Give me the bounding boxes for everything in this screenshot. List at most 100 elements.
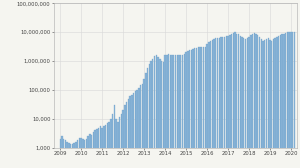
Bar (268, 38, 269, 168)
Bar (175, 55, 176, 168)
Bar (68, 143, 70, 168)
Bar (152, 59, 154, 168)
Bar (259, 37, 260, 168)
Bar (129, 96, 131, 168)
Bar (212, 40, 213, 168)
Bar (226, 36, 227, 168)
Bar (116, 119, 117, 168)
Bar (84, 140, 85, 168)
Bar (292, 32, 293, 168)
Bar (201, 47, 202, 168)
Bar (220, 37, 222, 168)
Bar (63, 139, 64, 168)
Bar (264, 40, 266, 168)
Bar (180, 55, 182, 168)
Bar (229, 35, 230, 168)
Bar (91, 135, 92, 168)
Bar (94, 130, 96, 168)
Bar (128, 99, 129, 168)
Bar (294, 32, 295, 168)
Bar (142, 84, 143, 168)
Bar (80, 138, 82, 168)
Bar (245, 39, 246, 168)
Bar (161, 61, 162, 168)
Bar (145, 73, 147, 168)
Bar (101, 128, 103, 168)
Bar (266, 39, 267, 168)
Bar (187, 51, 188, 168)
Bar (126, 101, 127, 168)
Bar (281, 34, 283, 168)
Bar (59, 139, 61, 168)
Bar (147, 68, 148, 168)
Bar (240, 36, 241, 168)
Bar (133, 93, 134, 168)
Bar (199, 47, 201, 168)
Bar (61, 136, 63, 168)
Bar (168, 54, 169, 168)
Bar (98, 128, 99, 168)
Bar (105, 125, 106, 168)
Bar (241, 37, 243, 168)
Bar (205, 47, 206, 168)
Bar (110, 119, 112, 168)
Bar (247, 38, 248, 168)
Bar (194, 48, 195, 168)
Bar (198, 47, 199, 168)
Bar (166, 55, 168, 168)
Bar (217, 38, 218, 168)
Bar (274, 38, 276, 168)
Bar (77, 140, 78, 168)
Bar (173, 55, 175, 168)
Bar (254, 33, 255, 168)
Bar (262, 41, 264, 168)
Bar (280, 35, 281, 168)
Bar (171, 55, 173, 168)
Bar (100, 127, 101, 168)
Bar (114, 105, 115, 168)
Bar (150, 61, 152, 168)
Bar (140, 85, 141, 168)
Bar (156, 55, 157, 168)
Bar (138, 88, 140, 168)
Bar (185, 52, 187, 168)
Bar (287, 32, 288, 168)
Bar (208, 42, 209, 168)
Bar (117, 122, 118, 168)
Bar (159, 59, 160, 168)
Bar (219, 38, 220, 168)
Bar (96, 129, 98, 168)
Bar (86, 139, 87, 168)
Bar (189, 50, 190, 168)
Bar (93, 132, 94, 168)
Bar (196, 48, 197, 168)
Bar (273, 39, 274, 168)
Bar (234, 32, 236, 168)
Bar (192, 49, 194, 168)
Bar (108, 122, 110, 168)
Bar (182, 55, 183, 168)
Bar (236, 34, 237, 168)
Bar (290, 32, 292, 168)
Bar (190, 50, 192, 168)
Bar (163, 62, 164, 168)
Bar (243, 38, 244, 168)
Bar (224, 37, 225, 168)
Bar (103, 127, 105, 168)
Bar (124, 105, 126, 168)
Bar (213, 39, 215, 168)
Bar (87, 136, 89, 168)
Bar (112, 114, 113, 168)
Bar (70, 144, 71, 168)
Bar (206, 44, 208, 168)
Bar (106, 123, 108, 168)
Bar (136, 90, 138, 168)
Bar (135, 91, 136, 168)
Bar (143, 79, 145, 168)
Bar (169, 55, 171, 168)
Bar (131, 95, 133, 168)
Bar (278, 36, 279, 168)
Bar (89, 134, 91, 168)
Bar (75, 142, 76, 168)
Bar (269, 40, 271, 168)
